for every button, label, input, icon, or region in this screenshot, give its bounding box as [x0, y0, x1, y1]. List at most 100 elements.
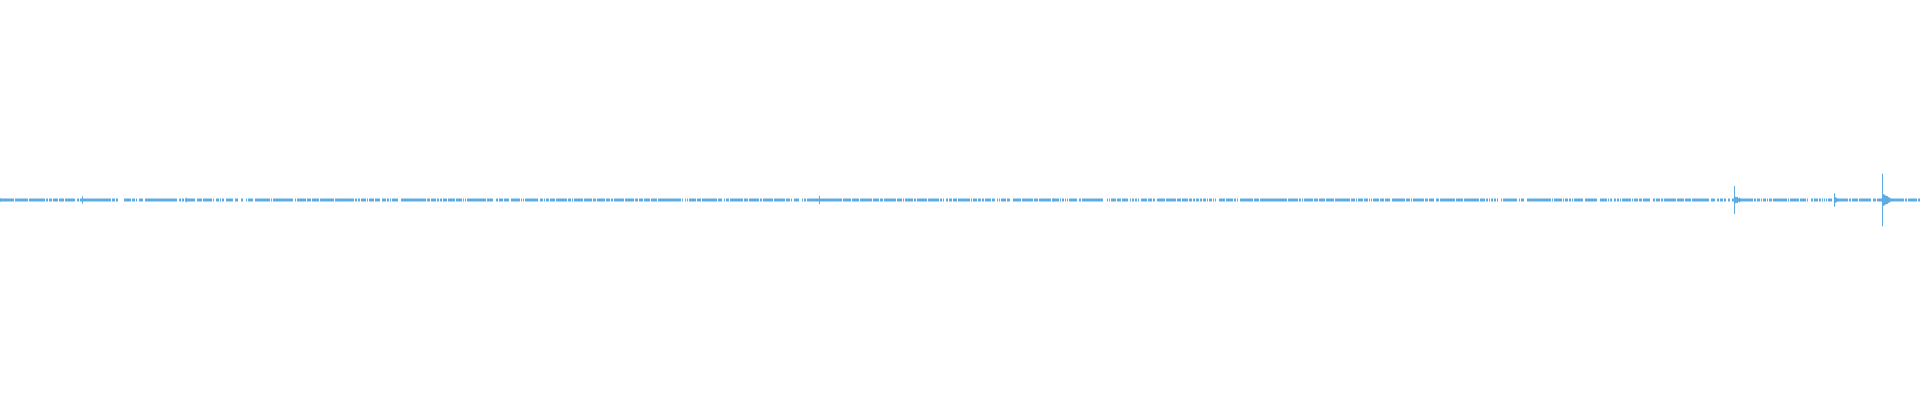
waveform-sample	[1585, 198, 1586, 202]
waveform-sample	[427, 198, 428, 202]
waveform-sample	[1868, 198, 1869, 202]
waveform-sample	[1793, 198, 1794, 202]
waveform-sample	[176, 198, 177, 202]
waveform-sample	[579, 198, 580, 202]
waveform-sample	[171, 198, 172, 202]
waveform-sample	[43, 198, 44, 202]
waveform-sample	[65, 198, 66, 202]
waveform-sample	[664, 198, 665, 202]
waveform-sample	[563, 198, 564, 202]
waveform-sample	[506, 198, 507, 202]
waveform-sample	[185, 198, 186, 202]
waveform-sample	[1491, 198, 1492, 202]
waveform-sample	[1740, 198, 1741, 202]
waveform-sample	[418, 198, 419, 202]
waveform-sample	[33, 198, 34, 202]
waveform-sample	[106, 198, 107, 202]
waveform-sample	[81, 198, 82, 202]
waveform-sample	[1341, 198, 1342, 202]
waveform-sample	[363, 198, 364, 202]
waveform-sample	[727, 198, 728, 202]
waveform-sample	[1672, 198, 1673, 202]
waveform-sample	[1887, 196, 1888, 204]
waveform-sample	[1399, 198, 1400, 202]
waveform-sample	[621, 198, 622, 202]
waveform-sample	[1648, 198, 1649, 202]
waveform-sample	[309, 198, 310, 202]
waveform-sample	[1665, 198, 1666, 202]
waveform-sample	[709, 198, 710, 202]
waveform-sample	[1751, 198, 1752, 202]
waveform-sample	[1602, 198, 1603, 202]
waveform-sample	[656, 198, 657, 202]
waveform-sample	[940, 198, 941, 202]
waveform-sample	[93, 198, 94, 202]
waveform-sample	[986, 198, 987, 202]
waveform-sample	[232, 198, 233, 202]
waveform-sample	[189, 198, 190, 202]
waveform-sample	[591, 198, 592, 202]
waveform-sample	[1739, 197, 1740, 203]
waveform-sample	[576, 198, 577, 202]
waveform-sample	[1100, 198, 1101, 202]
waveform-sample	[410, 198, 411, 202]
waveform-sample	[0, 198, 1, 202]
waveform-sample	[846, 198, 847, 202]
waveform-sample	[1264, 198, 1265, 202]
waveform-sample	[523, 198, 524, 202]
waveform-sample	[1614, 198, 1615, 202]
waveform-sample	[1328, 198, 1329, 202]
waveform-sample	[1330, 198, 1331, 202]
waveform-sample	[1514, 198, 1515, 202]
waveform-sample	[843, 198, 844, 202]
waveform-sample	[1203, 198, 1204, 202]
waveform-sample	[570, 198, 571, 202]
waveform-sample	[1263, 198, 1264, 202]
waveform-sample	[848, 198, 849, 202]
waveform-sample	[1143, 198, 1144, 202]
waveform-sample	[42, 198, 43, 202]
waveform-sample	[1098, 198, 1099, 202]
waveform-sample	[1377, 198, 1378, 202]
waveform-sample	[1623, 198, 1624, 202]
waveform-sample	[390, 198, 391, 202]
waveform-sample	[51, 198, 52, 202]
waveform-sample	[255, 198, 256, 202]
waveform-sample	[1356, 198, 1357, 202]
waveform-sample	[1511, 198, 1512, 202]
waveform-sample	[1592, 198, 1593, 202]
waveform-sample	[1185, 198, 1186, 202]
waveform-sample	[415, 198, 416, 202]
waveform-sample	[1483, 198, 1484, 202]
waveform-sample	[1860, 198, 1861, 202]
waveform-sample	[1402, 198, 1403, 202]
waveform-sample	[786, 198, 787, 202]
waveform-sample	[1820, 198, 1821, 202]
waveform-sample	[13, 198, 14, 202]
waveform-sample	[1380, 198, 1381, 202]
waveform-sample	[1416, 198, 1417, 202]
waveform-sample	[1426, 198, 1427, 202]
waveform-sample	[1689, 198, 1690, 202]
waveform-sample	[1224, 198, 1225, 202]
waveform-sample	[1701, 198, 1702, 202]
waveform-sample	[499, 198, 500, 202]
waveform-sample	[53, 198, 54, 202]
waveform-sample	[1, 198, 2, 202]
waveform-sample	[1112, 198, 1113, 202]
waveform-sample	[450, 198, 451, 202]
waveform-sample	[1785, 198, 1786, 202]
waveform-sample	[738, 198, 739, 202]
waveform-sample	[1836, 197, 1837, 203]
waveform-sample	[356, 198, 357, 202]
waveform-sample	[886, 198, 887, 202]
waveform-sample	[1132, 198, 1133, 202]
waveform-sample	[1007, 198, 1008, 202]
waveform-sample	[1221, 198, 1222, 202]
waveform-sample	[811, 198, 812, 202]
waveform-sample	[625, 198, 626, 202]
waveform-sample	[546, 198, 547, 202]
waveform-sample	[1673, 198, 1674, 202]
waveform-sample	[834, 198, 835, 202]
waveform-sample	[885, 198, 886, 202]
